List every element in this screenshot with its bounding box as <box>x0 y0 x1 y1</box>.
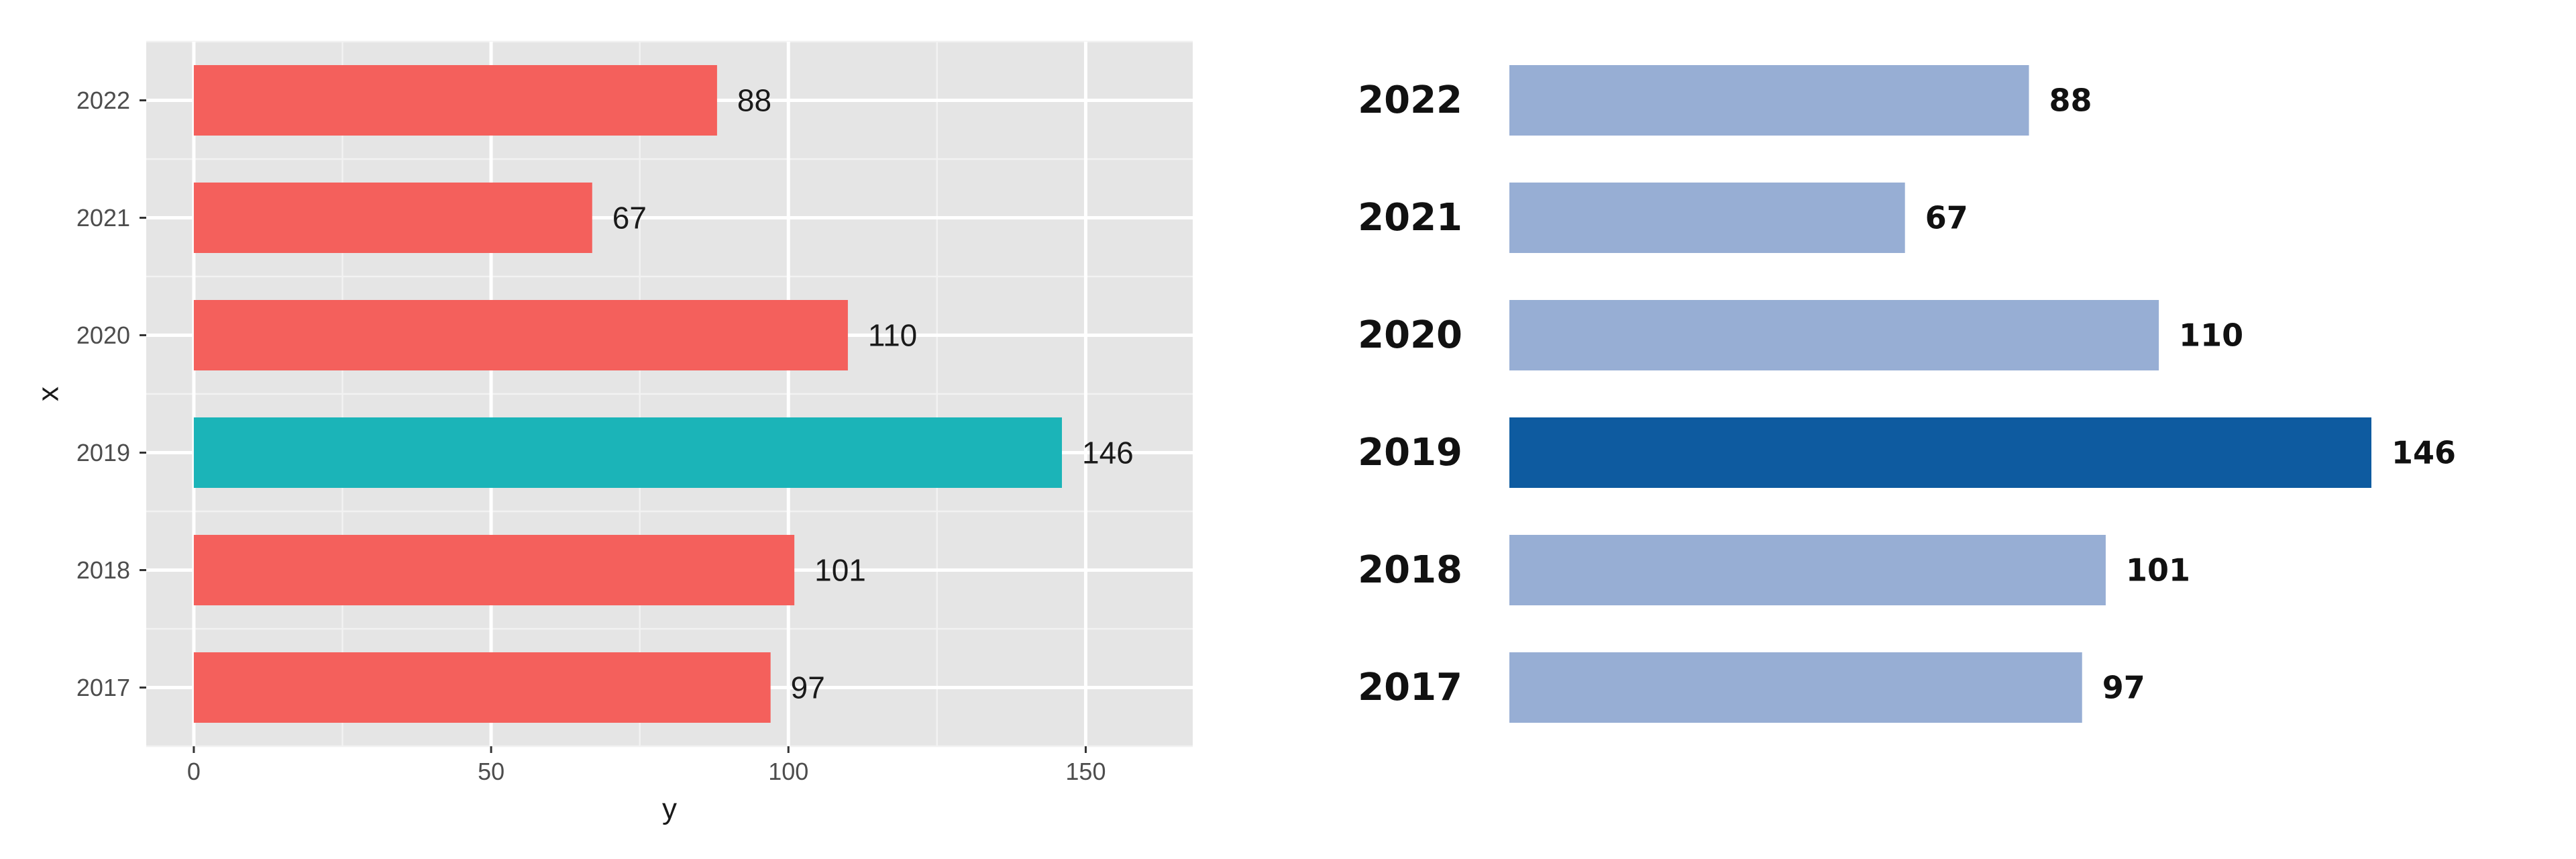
x-tick-label-150: 150 <box>1065 758 1106 785</box>
right-data-label-2021: 67 <box>1925 200 1968 236</box>
bar-2020 <box>193 300 848 370</box>
data-label-2021: 67 <box>612 201 647 236</box>
right-category-label-2021: 2021 <box>1358 196 1462 240</box>
right-bar-2021 <box>1509 183 1905 253</box>
data-label-2019: 146 <box>1082 436 1134 470</box>
right-bar-2020 <box>1509 300 2159 370</box>
x-tick-label-0: 0 <box>187 758 201 785</box>
x-tick-label-100: 100 <box>768 758 808 785</box>
data-label-2022: 88 <box>737 83 771 118</box>
right-category-label-2018: 2018 <box>1358 548 1462 592</box>
y-tick-label-2017: 2017 <box>76 674 130 701</box>
bar-2022 <box>193 65 717 136</box>
right-bar-2017 <box>1509 652 2082 723</box>
right-category-label-2020: 2020 <box>1358 313 1462 357</box>
right-category-label-2019: 2019 <box>1358 431 1462 474</box>
left-x-axis: 0 50 100 150 <box>187 746 1106 785</box>
right-category-label-2022: 2022 <box>1358 79 1462 122</box>
left-bars: 97 101 146 110 67 88 <box>193 65 1134 723</box>
bar-2021 <box>193 183 592 253</box>
left-x-axis-title: y <box>662 793 677 825</box>
y-tick-label-2018: 2018 <box>76 556 130 584</box>
right-data-label-2020: 110 <box>2179 317 2243 354</box>
data-label-2020: 110 <box>868 318 917 353</box>
y-tick-label-2021: 2021 <box>76 204 130 232</box>
right-bar-2022 <box>1509 65 2029 136</box>
bar-2018 <box>193 535 795 605</box>
right-bar-2018 <box>1509 535 2106 605</box>
right-data-label-2022: 88 <box>2049 83 2092 119</box>
left-y-axis: 2017 2018 2019 2020 2021 2022 <box>76 87 146 701</box>
right-data-label-2017: 97 <box>2102 670 2145 706</box>
bar-2017 <box>193 652 771 723</box>
y-tick-label-2020: 2020 <box>76 321 130 349</box>
y-tick-label-2022: 2022 <box>76 87 130 114</box>
left-bar-chart: 97 101 146 110 67 88 2017 2018 2019 2020 2021 2022… <box>32 40 1193 825</box>
x-tick-label-50: 50 <box>478 758 504 785</box>
bar-2019 <box>193 417 1063 488</box>
data-label-2018: 101 <box>814 553 866 588</box>
right-bar-chart: 2017 97 2018 101 2019 146 2020 110 2021 67 2022 88 <box>1358 65 2456 723</box>
right-bars: 2017 97 2018 101 2019 146 2020 110 2021 67 2022 88 <box>1358 65 2456 723</box>
right-category-label-2017: 2017 <box>1358 666 1462 709</box>
data-label-2017: 97 <box>791 670 825 705</box>
right-data-label-2018: 101 <box>2126 552 2190 589</box>
right-bar-2019 <box>1509 417 2371 488</box>
right-data-label-2019: 146 <box>2392 435 2456 471</box>
y-tick-label-2019: 2019 <box>76 439 130 466</box>
left-y-axis-title: x <box>32 387 65 401</box>
